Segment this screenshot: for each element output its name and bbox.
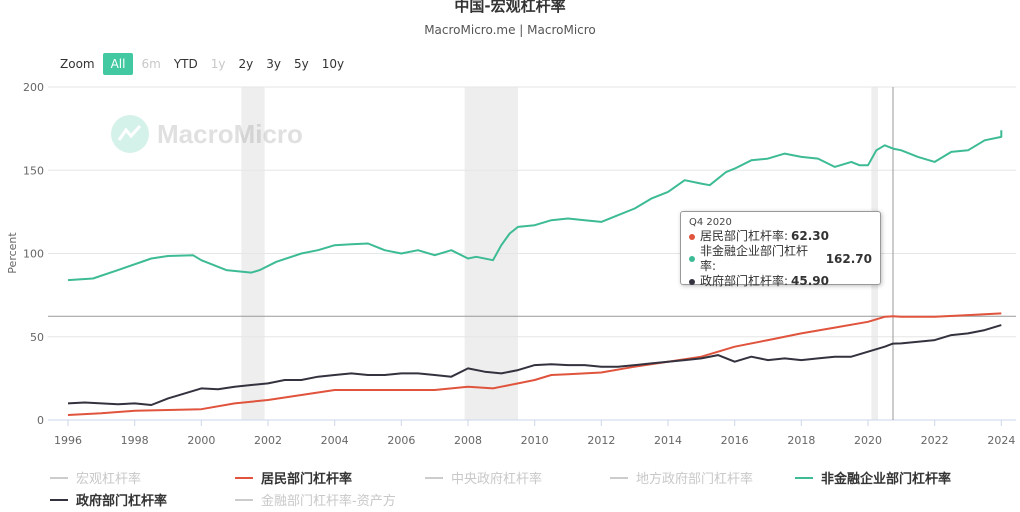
- x-tick-label: 1998: [121, 434, 149, 447]
- y-tick-label: 50: [30, 331, 44, 344]
- series-marker-icon: [689, 256, 695, 262]
- crosshair: [48, 87, 1016, 420]
- legend-item-corporate[interactable]: 非金融企业部门杠杆率: [795, 468, 951, 487]
- legend-label: 非金融企业部门杠杆率: [821, 472, 952, 487]
- legend-swatch-icon: [50, 498, 68, 501]
- legend-swatch-icon: [235, 498, 253, 501]
- macromicro-logo-icon: [111, 115, 149, 153]
- x-tick-label: 2020: [854, 434, 882, 447]
- tooltip-value: 62.30: [791, 229, 830, 243]
- x-tick-label: 2004: [321, 434, 349, 447]
- zoom-button-6m[interactable]: 6m: [141, 57, 161, 71]
- tooltip-value: 162.70: [825, 251, 872, 266]
- legend-label: 宏观杠杆率: [76, 472, 142, 487]
- legend-swatch-icon: [425, 476, 443, 479]
- zoom-button-2y[interactable]: 2y: [238, 57, 254, 71]
- legend-label: 地方政府部门杠杆率: [636, 472, 754, 487]
- legend-swatch-icon: [235, 476, 253, 479]
- tooltip-header: Q4 2020: [689, 217, 732, 228]
- x-tick-label: 2016: [721, 434, 749, 447]
- legend-item-financial[interactable]: 金融部门杠杆率-资产方: [235, 490, 396, 509]
- zoom-button-3y[interactable]: 3y: [266, 57, 281, 71]
- zoom-button-5y[interactable]: 5y: [293, 57, 309, 71]
- legend-item-government[interactable]: 政府部门杠杆率: [50, 490, 167, 509]
- watermark: MacroMicro: [111, 115, 303, 153]
- x-tick-label: 2000: [187, 434, 215, 447]
- y-tick-label: 150: [23, 164, 44, 177]
- legend-label: 政府部门杠杆率: [76, 494, 168, 509]
- legend-label: 居民部门杠杆率: [261, 472, 353, 487]
- legend-item-central-gov[interactable]: 中央政府杠杆率: [425, 468, 542, 487]
- gridlines: [48, 86, 1016, 421]
- y-axis: 0 50 100 150 200: [23, 81, 44, 427]
- x-tick-label: 2006: [387, 434, 415, 447]
- tooltip-label: 非金融企业部门杠杆率:: [699, 244, 808, 273]
- chart-subtitle: MacroMicro.me | MacroMicro: [424, 23, 596, 37]
- tooltip-label: 居民部门杠杆率:: [700, 229, 789, 243]
- x-tick-label: 2024: [987, 434, 1015, 447]
- legend-swatch-icon: [610, 476, 628, 479]
- series-lines: [67, 130, 1003, 416]
- tooltip-row: 政府部门杠杆率: 45.90: [689, 274, 872, 289]
- tooltip-label: 政府部门杠杆率:: [700, 274, 789, 288]
- x-tick-label: 2008: [454, 434, 482, 447]
- series-line: [67, 324, 1002, 406]
- legend-label: 中央政府杠杆率: [451, 472, 543, 487]
- y-tick-label: 0: [37, 414, 44, 427]
- chart-title: 中国-宏观杠杆率: [454, 0, 566, 15]
- x-tick-label: 2022: [921, 434, 949, 447]
- zoom-button-10y[interactable]: 10y: [321, 57, 345, 71]
- series-marker-icon: [689, 233, 695, 240]
- zoom-button-ytd[interactable]: YTD: [173, 57, 198, 71]
- tooltip-row: 居民部门杠杆率: 62.30: [689, 229, 872, 244]
- y-tick-label: 200: [23, 81, 44, 94]
- zoom-label: Zoom: [60, 57, 95, 71]
- legend-item-macro-leverage[interactable]: 宏观杠杆率: [50, 468, 141, 487]
- tooltip: Q4 2020 居民部门杠杆率: 62.30 非金融企业部门杠杆率: 162.70 …: [680, 211, 881, 288]
- y-tick-label: 100: [23, 248, 44, 261]
- legend-swatch-icon: [50, 476, 68, 479]
- x-tick-label: 2012: [587, 434, 615, 447]
- tooltip-value: 45.90: [791, 274, 830, 288]
- legend-swatch-icon: [795, 476, 813, 479]
- tooltip-row: 非金融企业部门杠杆率: 162.70: [689, 244, 872, 274]
- series-line: [67, 312, 1002, 416]
- zoom-button-1y[interactable]: 1y: [210, 57, 226, 71]
- x-tick-label: 2010: [521, 434, 549, 447]
- legend-label: 金融部门杠杆率-资产方: [261, 494, 396, 509]
- zoom-bar: Zoom All 6m YTD 1y 2y 3y 5y 10y: [60, 53, 352, 75]
- zoom-button-all[interactable]: All: [102, 53, 134, 75]
- series-marker-icon: [689, 278, 695, 285]
- series-line: [67, 130, 1003, 282]
- y-axis-label: Percent: [6, 232, 19, 274]
- x-tick-label: 2018: [787, 434, 815, 447]
- x-tick-label: 2014: [654, 434, 682, 447]
- legend-item-local-gov[interactable]: 地方政府部门杠杆率: [610, 468, 753, 487]
- x-axis: 1996 1998 2000 2002 2004 2006 2008 2010 2012 2014…: [54, 420, 1015, 447]
- legend-item-household[interactable]: 居民部门杠杆率: [235, 468, 352, 487]
- x-tick-label: 1996: [54, 434, 82, 447]
- x-tick-label: 2002: [254, 434, 282, 447]
- watermark-text: MacroMicro: [157, 119, 303, 149]
